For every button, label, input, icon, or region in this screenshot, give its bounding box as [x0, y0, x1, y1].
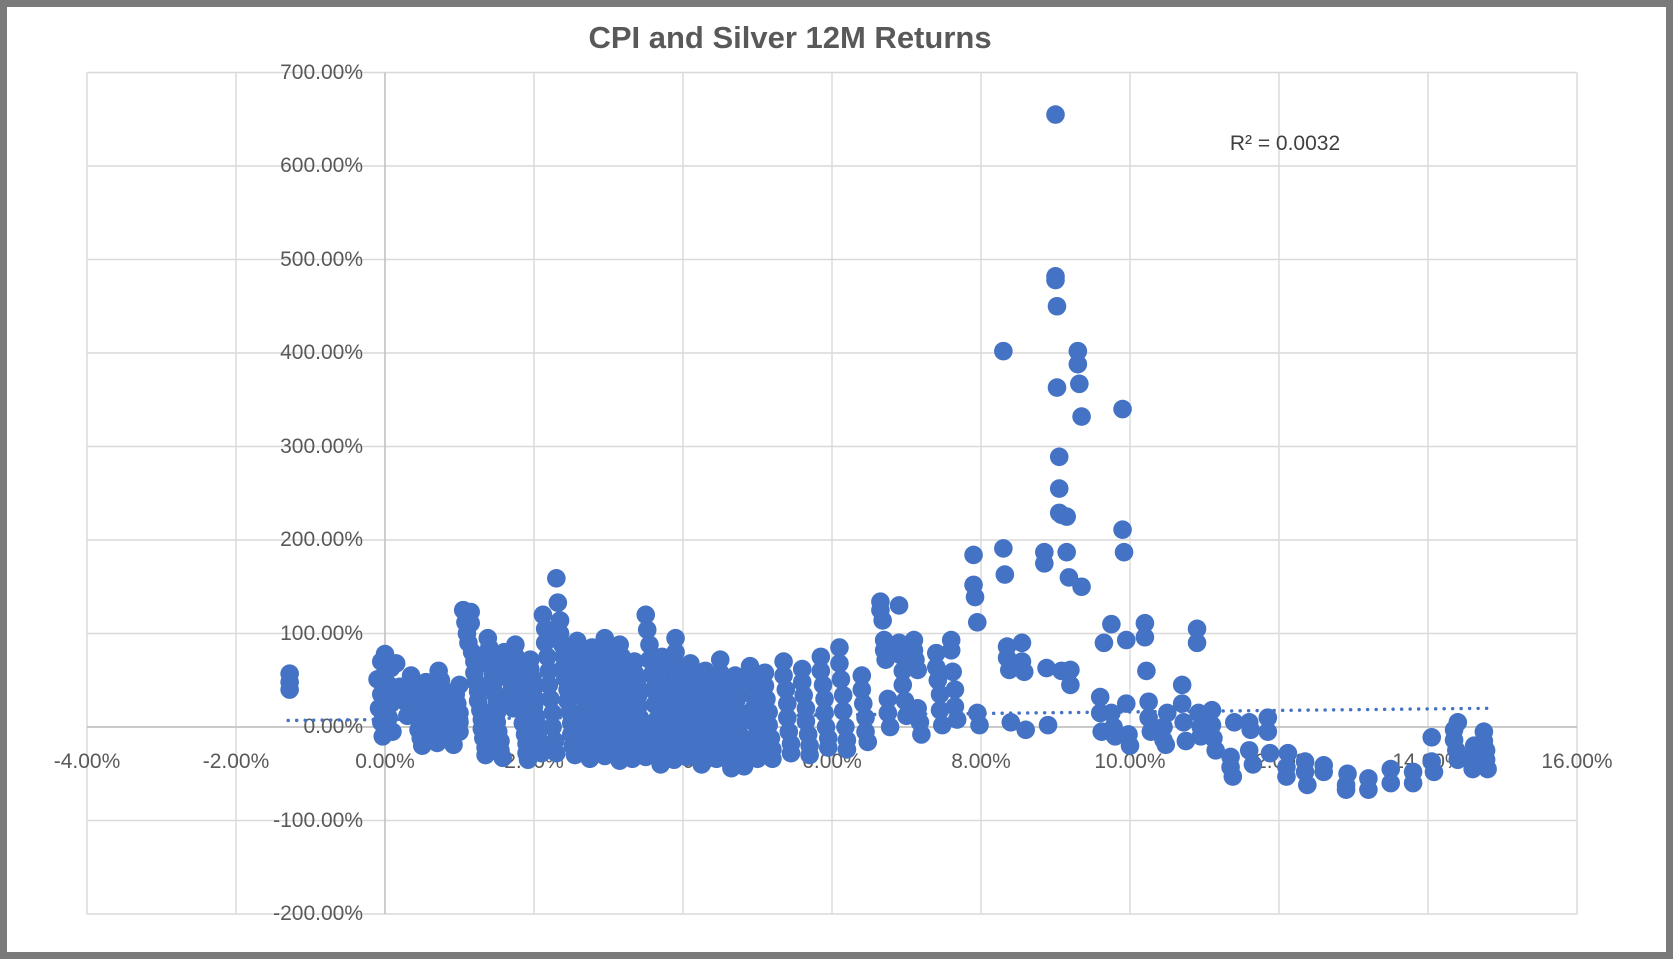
- x-tick-label: 2.00%: [504, 750, 564, 773]
- x-tick-label: 14.00%: [1392, 750, 1464, 773]
- x-tick-label: 16.00%: [1541, 750, 1613, 773]
- y-tick-label: -100.00%: [273, 808, 363, 832]
- x-tick-label: -2.00%: [202, 750, 270, 773]
- chart-title: CPI and Silver 12M Returns: [588, 20, 992, 55]
- y-tick-label: 400.00%: [280, 341, 363, 364]
- y-tick-label: 0.00%: [303, 715, 363, 738]
- x-tick-label: 8.00%: [951, 750, 1011, 773]
- x-tick-label: 0.00%: [355, 750, 415, 773]
- y-tick-label: 200.00%: [280, 528, 363, 551]
- r-squared-annotation: R² = 0.0032: [1229, 132, 1341, 155]
- y-tick-label: 700.00%: [280, 60, 363, 84]
- y-tick-label: 100.00%: [280, 621, 363, 645]
- x-tick-label: 12.00%: [1243, 750, 1315, 773]
- x-tick-label: 4.00%: [653, 750, 713, 773]
- x-tick-label: -4.00%: [53, 750, 121, 773]
- x-tick-label: 6.00%: [802, 750, 862, 773]
- y-tick-label: 300.00%: [280, 434, 363, 458]
- x-tick-label: 10.00%: [1094, 750, 1166, 773]
- y-tick-label: 500.00%: [280, 247, 363, 271]
- y-tick-label: -200.00%: [273, 902, 363, 925]
- y-tick-label: 600.00%: [280, 154, 363, 177]
